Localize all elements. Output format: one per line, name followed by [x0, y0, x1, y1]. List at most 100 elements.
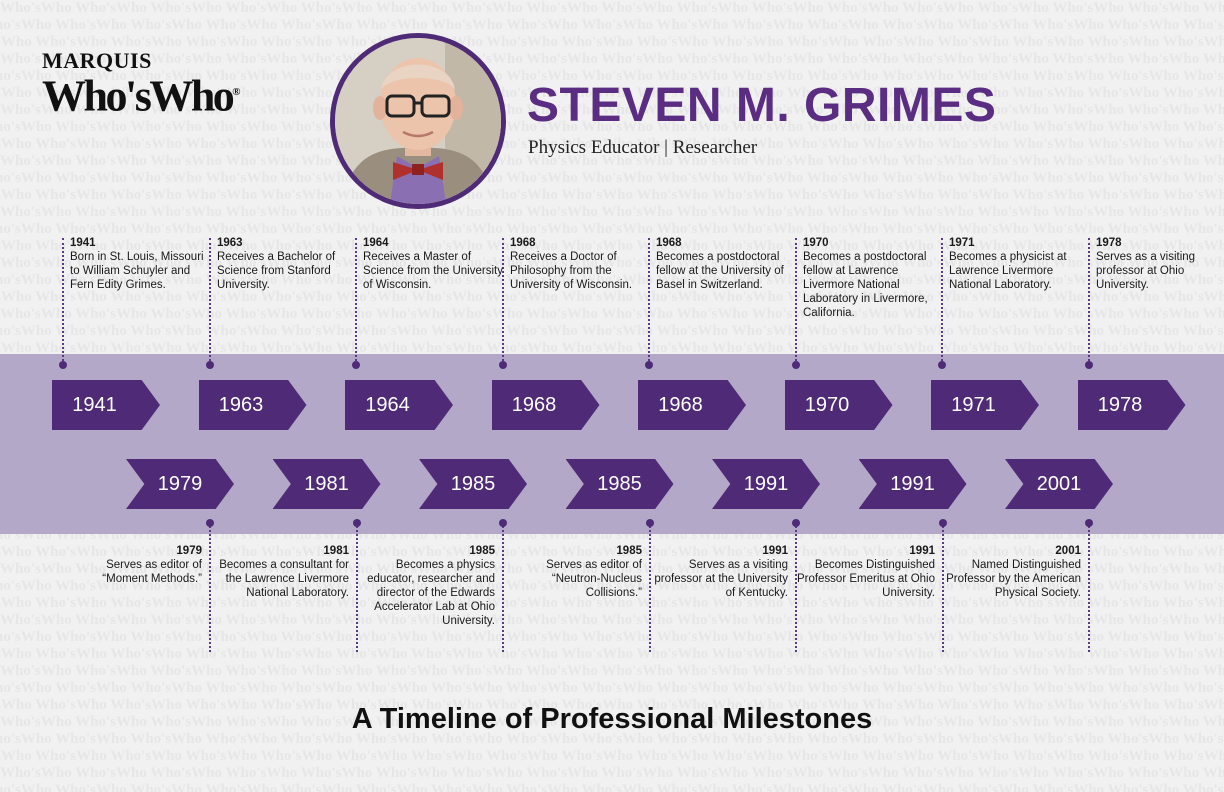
- milestone-year: 1964: [363, 237, 389, 249]
- milestone-description: Born in St. Louis, Missouri to William S…: [70, 251, 204, 291]
- milestone-year: 1963: [217, 237, 243, 249]
- milestone-connector: [356, 523, 358, 652]
- milestone-connector: [209, 523, 211, 652]
- milestone-note: 1941 Born in St. Louis, Missouri to Willi…: [70, 236, 210, 292]
- milestone-note: 2001 Named Distinguished Professor by the…: [941, 544, 1081, 600]
- year-arrow: 2001: [1005, 459, 1113, 509]
- milestone-dot: [499, 519, 507, 527]
- milestone-connector: [1088, 238, 1090, 365]
- milestone-description: Becomes a postdoctoral fellow at the Uni…: [656, 251, 784, 291]
- milestone-note: 1981 Becomes a consultant for the Lawrenc…: [209, 544, 349, 600]
- milestone-year: 1968: [656, 237, 682, 249]
- milestone-note: 1964 Receives a Master of Science from th…: [363, 236, 503, 292]
- milestone-description: Receives a Master of Science from the Un…: [363, 251, 503, 291]
- year-arrow-shape: [198, 380, 307, 430]
- milestone-note: 1991 Serves as a visiting professor at th…: [648, 544, 788, 600]
- milestone-note: 1971 Becomes a physicist at Lawrence Live…: [949, 236, 1089, 292]
- milestone-description: Receives a Doctor of Philosophy from the…: [510, 251, 633, 291]
- logo-top-text: MARQUIS: [42, 48, 152, 73]
- milestone-note: 1968 Becomes a postdoctoral fellow at the…: [656, 236, 796, 292]
- year-arrow: 1978: [1077, 380, 1186, 430]
- year-arrow: 1985: [565, 459, 674, 509]
- milestone-year: 1991: [762, 545, 788, 557]
- milestone-description: Becomes Distinguished Professor Emeritus…: [796, 559, 935, 599]
- year-arrow-label: 1979: [157, 473, 203, 495]
- year-arrow-shape: [345, 380, 453, 430]
- milestone-dot: [938, 361, 946, 369]
- milestone-description: Receives a Bachelor of Science from Stan…: [217, 251, 336, 291]
- year-arrow: 1968: [638, 380, 746, 430]
- milestone-dot: [939, 519, 947, 527]
- milestone-description: Becomes a physicist at Lawrence Livermor…: [949, 251, 1067, 291]
- milestone-dot: [206, 519, 214, 527]
- portrait-illustration: [335, 38, 501, 204]
- milestone-dot: [1085, 519, 1093, 527]
- timeline-heading: A Timeline of Professional Milestones: [351, 703, 873, 735]
- milestone-connector: [502, 238, 504, 365]
- milestone-year: 1970: [803, 237, 829, 249]
- milestone-note: 1991 Becomes Distinguished Professor Emer…: [795, 544, 935, 600]
- year-arrow-shape: [1077, 380, 1186, 430]
- milestone-dot: [59, 361, 67, 369]
- milestone-connector: [795, 238, 797, 365]
- milestone-connector: [942, 523, 944, 652]
- milestone-dot: [792, 361, 800, 369]
- year-arrow-shape: [491, 380, 600, 430]
- milestone-dot: [352, 361, 360, 369]
- year-arrow-label: 1991: [743, 473, 789, 495]
- person-name: STEVEN M. GRIMES: [527, 79, 997, 132]
- milestone-description: Becomes a postdoctoral fellow at Lawrenc…: [803, 251, 928, 319]
- year-arrow-label: 1941: [72, 394, 117, 416]
- year-arrow-label: 1968: [658, 394, 703, 416]
- milestone-description: Named Distinguished Professor by the Ame…: [946, 559, 1081, 599]
- year-arrow-label: 2001: [1036, 473, 1082, 495]
- milestone-connector: [502, 523, 504, 652]
- year-arrow: 1964: [345, 380, 453, 430]
- milestone-description: Becomes a consultant for the Lawrence Li…: [219, 559, 349, 599]
- milestone-dot: [499, 361, 507, 369]
- milestone-year: 1971: [949, 237, 975, 249]
- milestone-year: 1979: [176, 545, 202, 557]
- year-arrow-label: 1985: [450, 473, 496, 495]
- year-arrow: 1971: [931, 380, 1039, 430]
- milestone-dot: [645, 361, 653, 369]
- milestone-year: 1985: [469, 545, 495, 557]
- year-arrow-shape: [52, 380, 160, 430]
- milestone-note: 1985 Becomes a physics educator, research…: [355, 544, 495, 628]
- year-arrow-shape: [784, 380, 893, 430]
- milestone-dot: [646, 519, 654, 527]
- milestone-year: 2001: [1055, 545, 1081, 557]
- milestone-description: Serves as a visiting professor at Ohio U…: [1096, 251, 1196, 291]
- year-arrow-label: 1968: [511, 394, 557, 416]
- year-arrow: 1979: [126, 459, 234, 509]
- milestone-dot: [353, 519, 361, 527]
- year-arrow-label: 1970: [804, 394, 850, 416]
- person-subtitle: Physics Educator | Researcher: [528, 137, 758, 158]
- registered-mark: ®: [232, 86, 241, 98]
- year-arrow: 1970: [784, 380, 893, 430]
- year-arrow: 1985: [419, 459, 527, 509]
- year-arrow: 1991: [858, 459, 967, 509]
- year-arrow-shape: [638, 380, 746, 430]
- milestone-year: 1941: [70, 237, 96, 249]
- milestone-connector: [1088, 523, 1090, 652]
- milestone-year: 1991: [909, 545, 935, 557]
- milestone-description: Serves as editor of “Neutron-Nucleus Col…: [546, 559, 642, 599]
- milestone-year: 1981: [323, 545, 349, 557]
- milestone-note: 1970 Becomes a postdoctoral fellow at Law…: [803, 236, 943, 320]
- year-arrow-label: 1971: [951, 394, 996, 416]
- year-arrow: 1991: [712, 459, 820, 509]
- milestone-connector: [649, 523, 651, 652]
- year-arrow: 1941: [52, 380, 160, 430]
- milestone-year: 1968: [510, 237, 536, 249]
- milestone-connector: [355, 238, 357, 365]
- milestone-note: 1968 Receives a Doctor of Philosophy from…: [510, 236, 650, 292]
- milestone-connector: [941, 238, 943, 365]
- milestone-description: Serves as a visiting professor at the Un…: [654, 559, 788, 599]
- year-arrow-label: 1978: [1097, 394, 1143, 416]
- milestone-connector: [209, 238, 211, 365]
- logo-bottom-text: Who'sWho®: [42, 72, 241, 118]
- milestone-dot: [206, 361, 214, 369]
- year-arrow: 1968: [491, 380, 600, 430]
- milestone-dot: [1085, 361, 1093, 369]
